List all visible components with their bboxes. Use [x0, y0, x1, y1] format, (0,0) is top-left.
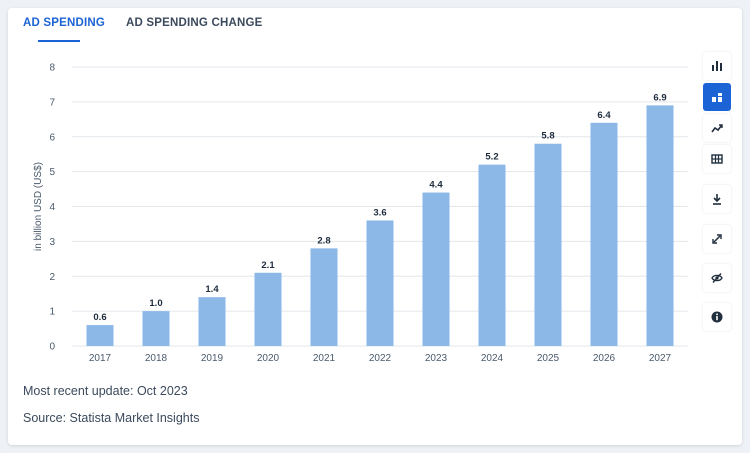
bar: [254, 272, 282, 346]
bar-value-label: 2.8: [317, 235, 330, 246]
x-tick-label: 2022: [369, 353, 392, 364]
stacked-bar-button[interactable]: [703, 83, 731, 111]
chart-tabs: AD SPENDING AD SPENDING CHANGE: [8, 8, 408, 48]
bar-chart: 0 1 2 3 4 5 6 7 8 in billion USD (US$) 0.6 2017 1.0 2…: [33, 63, 688, 364]
line-chart-icon: [711, 124, 723, 133]
fullscreen-button[interactable]: [703, 225, 731, 253]
bar-value-label: 5.8: [541, 131, 554, 142]
bar-value-label: 1.4: [205, 284, 219, 295]
source-note: Source: Statista Market Insights: [23, 411, 200, 425]
x-tick-label: 2023: [425, 353, 448, 364]
download-button[interactable]: [703, 185, 731, 213]
hide-button[interactable]: [703, 264, 731, 292]
active-tab-indicator: [38, 40, 80, 42]
bar: [646, 105, 674, 346]
bar-value-label: 6.9: [653, 92, 666, 103]
bar: [198, 297, 226, 346]
bar-value-label: 4.4: [429, 180, 443, 191]
x-tick-label: 2017: [89, 353, 112, 364]
download-icon: [713, 194, 721, 205]
y-tick-label: 6: [49, 132, 55, 143]
line-chart-button[interactable]: [703, 114, 731, 142]
tab-ad-spending-change[interactable]: AD SPENDING CHANGE: [126, 17, 263, 29]
table-button[interactable]: [703, 145, 731, 173]
last-update-note: Most recent update: Oct 2023: [23, 384, 188, 398]
x-tick-label: 2021: [313, 353, 336, 364]
y-tick-label: 8: [49, 63, 55, 74]
tab-ad-spending[interactable]: AD SPENDING: [23, 17, 106, 29]
bar: [534, 143, 562, 346]
y-tick-label: 1: [49, 307, 55, 318]
bar: [422, 192, 450, 346]
info-button[interactable]: [703, 303, 731, 331]
y-tick-label: 5: [49, 167, 55, 178]
bar-value-label: 6.4: [597, 110, 611, 121]
stacked-bar-icon: [712, 93, 722, 102]
bar: [86, 325, 114, 346]
bar-value-label: 0.6: [93, 312, 106, 323]
bar-value-label: 2.1: [261, 260, 275, 271]
hide-icon: [711, 273, 723, 283]
y-axis-title: in billion USD (US$): [33, 162, 44, 251]
bar: [590, 122, 618, 346]
x-tick-label: 2025: [537, 353, 560, 364]
x-tick-label: 2024: [481, 353, 504, 364]
bar-value-label: 3.6: [373, 207, 386, 218]
bar-value-label: 5.2: [485, 152, 498, 163]
x-tick-label: 2020: [257, 353, 280, 364]
y-tick-label: 7: [49, 97, 55, 108]
bar: [478, 164, 506, 346]
fullscreen-icon: [712, 234, 722, 244]
table-icon: [711, 154, 723, 164]
bar: [366, 220, 394, 346]
x-tick-label: 2026: [593, 353, 616, 364]
bar: [310, 248, 338, 346]
x-tick-label: 2019: [201, 353, 224, 364]
chart-card: AD SPENDING AD SPENDING CHANGE 0 1 2 3 4 5 6 7 8…: [8, 8, 742, 445]
bar: [142, 311, 170, 346]
x-tick-label: 2018: [145, 353, 168, 364]
bar-value-label: 1.0: [149, 298, 162, 309]
x-tick-label: 2027: [649, 353, 672, 364]
y-tick-label: 4: [49, 202, 55, 213]
y-tick-label: 3: [49, 237, 55, 248]
info-icon: [711, 311, 723, 323]
bar-chart-icon: [712, 61, 722, 71]
bar-chart-button[interactable]: [703, 52, 731, 80]
y-tick-label: 2: [49, 272, 55, 283]
y-tick-label: 0: [49, 342, 55, 353]
